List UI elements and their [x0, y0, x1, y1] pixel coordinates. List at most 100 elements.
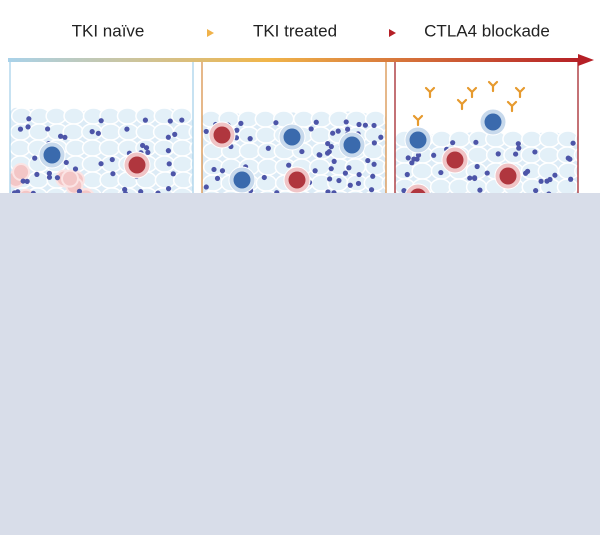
epithelial-cell [573, 147, 578, 163]
nucleus [299, 148, 305, 155]
panel [10, 107, 193, 201]
stage-label: TKI naïve [72, 21, 145, 40]
nucleus [346, 165, 352, 171]
nucleus [98, 118, 104, 124]
nucleus [567, 156, 573, 162]
epithelial-cell [381, 143, 386, 159]
nucleus [167, 118, 173, 124]
nucleus [355, 180, 362, 187]
nucleus [362, 122, 368, 128]
nucleus [143, 145, 150, 151]
nucleus [265, 145, 271, 151]
t-cell [499, 167, 517, 185]
nucleus [371, 122, 377, 129]
nucleus [473, 139, 479, 145]
nucleus [532, 149, 538, 155]
t-cell [233, 171, 251, 189]
stage-label: TKI treated [253, 21, 337, 40]
nucleus [170, 171, 176, 177]
epithelial-cell [362, 142, 384, 160]
nucleus [165, 148, 171, 154]
epithelial-cell [10, 107, 33, 125]
epithelial-cell [521, 130, 543, 148]
nucleus [45, 126, 51, 132]
epithelial-cell [411, 162, 433, 180]
nucleus [261, 174, 267, 181]
nucleus [547, 176, 553, 183]
nucleus [316, 152, 322, 158]
nucleus [24, 178, 30, 184]
epithelial-cell [538, 146, 560, 164]
nucleus [17, 126, 24, 132]
epithelial-cell [188, 172, 193, 188]
nucleus [330, 130, 336, 136]
nucleus [140, 142, 146, 149]
nucleus [46, 174, 53, 180]
nucleus [124, 126, 130, 132]
t-cell [409, 131, 427, 149]
epithelial-cell [45, 107, 67, 125]
panel [202, 110, 386, 201]
epithelial-cell [538, 130, 561, 148]
nucleus [20, 178, 26, 184]
nucleus [32, 155, 38, 161]
epithelial-cell [467, 146, 489, 164]
nucleus [62, 134, 68, 140]
stage-label: CTLA4 blockade [424, 21, 550, 40]
epithelial-cell [171, 155, 193, 173]
epithelial-cell [575, 181, 578, 193]
nucleus [89, 129, 95, 135]
nucleus [356, 171, 362, 178]
t-cell [213, 126, 231, 144]
nucleus [477, 187, 483, 193]
nucleus [343, 119, 349, 125]
nucleus [172, 131, 178, 137]
t-cell [128, 156, 146, 174]
nucleus [327, 176, 333, 182]
nucleus [538, 178, 544, 184]
nucleus [328, 144, 334, 150]
nucleus [325, 140, 331, 147]
epithelial-cell [188, 124, 193, 140]
t-cell [446, 151, 464, 169]
epithelial-cell [520, 146, 542, 164]
antibody [466, 86, 478, 99]
antibody [456, 98, 468, 111]
epithelial-cell [429, 178, 452, 196]
antibody [514, 86, 526, 99]
antibody [412, 114, 424, 127]
epithelial-cell [153, 139, 175, 157]
nucleus [308, 126, 314, 132]
epithelial-cell [381, 175, 386, 191]
epithelial-cell [574, 164, 578, 178]
t-cell [43, 146, 61, 164]
nucleus [286, 162, 292, 168]
antibody [424, 86, 436, 99]
nucleus [247, 136, 253, 142]
nucleus [142, 117, 149, 123]
nucleus [513, 151, 519, 157]
epithelial-cell [574, 132, 578, 146]
nucleus [495, 151, 501, 157]
nucleus [371, 140, 377, 146]
epithelial-cell [99, 123, 122, 141]
antibody [506, 100, 518, 113]
epithelial-cell [465, 178, 488, 196]
nucleus [331, 158, 337, 164]
nucleus [34, 171, 40, 178]
nucleus [72, 166, 79, 172]
nucleus [365, 157, 371, 164]
tumor-cell [61, 169, 80, 188]
epithelial-cell [238, 142, 261, 160]
nucleus [415, 152, 422, 158]
nucleus [63, 159, 69, 166]
t-cell [283, 128, 301, 146]
nucleus [533, 187, 539, 194]
nucleus [342, 170, 348, 176]
timeline-arrow [8, 54, 594, 66]
nucleus [166, 161, 172, 167]
nucleus [471, 175, 478, 181]
nucleus [347, 182, 353, 188]
nucleus [238, 120, 244, 126]
